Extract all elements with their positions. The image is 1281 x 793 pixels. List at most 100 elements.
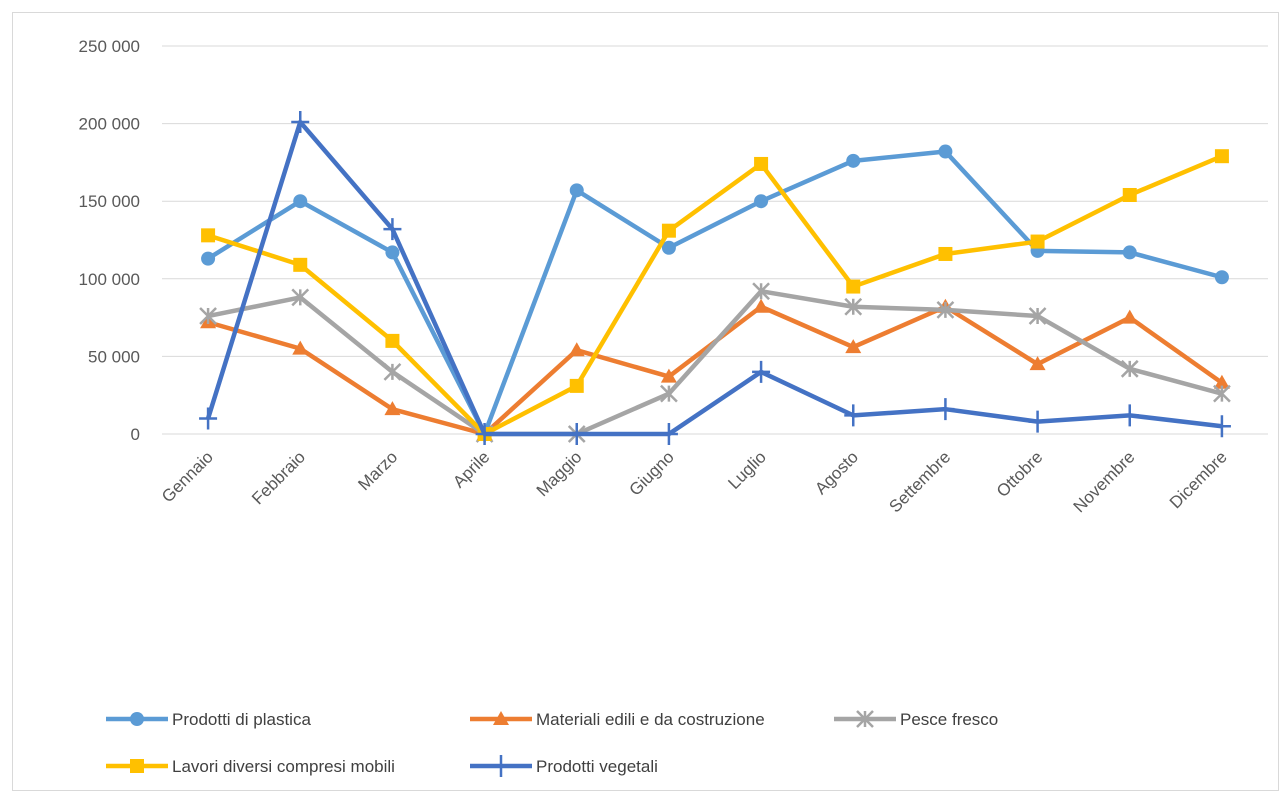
data-point [846, 153, 861, 168]
data-point [1028, 410, 1047, 433]
data-point [1122, 187, 1137, 202]
data-point [753, 298, 770, 313]
data-point [1120, 359, 1139, 378]
legend-label: Prodotti di plastica [172, 710, 311, 729]
series-3 [201, 149, 1229, 441]
data-point [1213, 374, 1230, 389]
legend-marker [130, 712, 144, 726]
data-point [659, 423, 678, 445]
data-point [385, 333, 400, 348]
y-tick-label: 150 000 [79, 192, 140, 211]
data-point [1213, 384, 1231, 403]
data-point [293, 194, 308, 209]
data-point [475, 423, 494, 445]
series-line [207, 154, 1223, 437]
series-line [206, 149, 1223, 437]
data-point [938, 144, 953, 159]
data-point [1214, 149, 1229, 164]
data-point [844, 404, 863, 427]
data-point [383, 218, 402, 241]
x-tick-label: Gennaio [158, 447, 217, 506]
data-point [844, 297, 863, 316]
series-lines [199, 111, 1231, 445]
data-point [752, 360, 771, 383]
x-tick-label: Agosto [811, 447, 862, 498]
legend-marker [493, 711, 509, 725]
data-point [292, 340, 309, 355]
gridlines [162, 45, 1268, 435]
data-point [383, 363, 402, 381]
data-point [938, 246, 953, 261]
legend-marker [856, 710, 874, 728]
legend: Prodotti di plastica Materiali edili e da… [106, 710, 998, 777]
series-4 [199, 111, 1231, 445]
legend-label: Lavori diversi compresi mobili [172, 757, 395, 776]
y-tick-label: 100 000 [79, 270, 140, 289]
data-point [293, 257, 308, 272]
data-point [754, 156, 769, 171]
x-tick-label: Dicembre [1166, 447, 1231, 512]
x-axis: Gennaio Febbraio Marzo Aprile Maggio Giugno Lu… [158, 447, 1231, 516]
chart-frame [12, 12, 1279, 791]
legend-item: Prodotti vegetali [470, 755, 658, 777]
legend-item: Lavori diversi compresi mobili [106, 757, 395, 776]
data-point [1121, 309, 1138, 324]
data-point [846, 279, 861, 294]
data-point [199, 407, 218, 430]
legend-marker [492, 755, 510, 777]
legend-label: Materiali edili e da costruzione [536, 710, 765, 729]
data-point [201, 251, 216, 266]
data-point [660, 368, 677, 383]
data-point [385, 245, 400, 260]
data-point [1214, 270, 1229, 285]
data-point [1030, 234, 1045, 249]
data-point [752, 282, 770, 301]
legend-label: Pesce fresco [900, 710, 998, 729]
y-axis: 0 50 000 100 000 150 000 200 000 250 000 [79, 37, 140, 444]
x-tick-label: Settembre [885, 447, 954, 516]
data-point [1122, 245, 1137, 260]
x-tick-label: Aprile [449, 447, 493, 491]
x-tick-label: Maggio [533, 447, 586, 500]
data-point [1028, 307, 1047, 325]
x-tick-label: Giugno [626, 447, 678, 499]
data-point [754, 194, 769, 209]
series-line [205, 119, 1223, 437]
data-point [936, 300, 955, 319]
y-tick-label: 50 000 [88, 347, 140, 366]
data-point [201, 228, 216, 243]
series-2 [199, 282, 1231, 443]
data-point [291, 111, 310, 134]
x-tick-label: Novembre [1070, 447, 1139, 516]
x-tick-label: Luglio [724, 447, 770, 493]
y-tick-label: 200 000 [79, 115, 140, 134]
legend-item: Pesce fresco [834, 710, 998, 729]
data-point [661, 240, 676, 255]
legend-item: Materiali edili e da costruzione [470, 710, 765, 729]
y-tick-label: 0 [131, 425, 140, 444]
y-tick-label: 250 000 [79, 37, 140, 56]
x-tick-label: Febbraio [248, 447, 309, 508]
data-point [1029, 356, 1046, 371]
data-point [199, 307, 217, 325]
data-point [567, 423, 586, 445]
legend-label: Prodotti vegetali [536, 757, 658, 776]
legend-marker [130, 759, 144, 773]
data-point [660, 384, 678, 403]
data-point [384, 401, 401, 416]
data-point [1212, 415, 1231, 438]
series-line [207, 304, 1224, 437]
data-point [845, 339, 862, 354]
series-line [207, 288, 1223, 437]
data-point [569, 183, 584, 198]
data-point [569, 378, 584, 393]
x-tick-label: Marzo [354, 447, 401, 494]
data-point [568, 342, 585, 357]
data-point [291, 288, 310, 307]
x-tick-label: Ottobre [993, 447, 1047, 501]
data-point [661, 223, 676, 238]
data-point [936, 398, 955, 421]
data-point [1120, 404, 1139, 427]
